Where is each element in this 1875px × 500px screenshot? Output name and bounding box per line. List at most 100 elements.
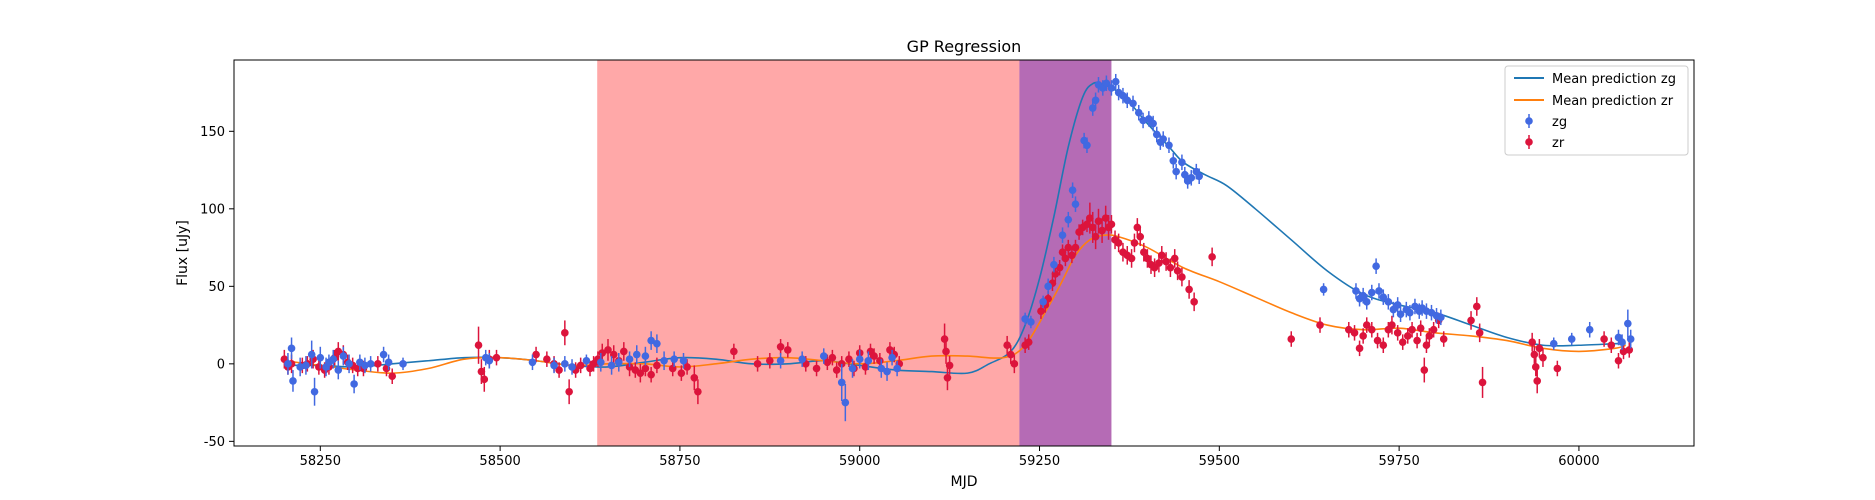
marker <box>1530 350 1539 359</box>
point-zg-62 <box>1088 100 1097 116</box>
point-zg-26 <box>568 359 576 375</box>
legend-label-zg: zg <box>1552 115 1567 130</box>
point-zr-89 <box>1064 239 1073 256</box>
marker <box>1130 239 1139 247</box>
marker <box>870 352 878 360</box>
marker <box>942 347 950 356</box>
point-zr-36 <box>604 339 612 361</box>
marker <box>677 369 686 377</box>
y-axis-ticks: -50 0 50 100 150 <box>200 125 234 450</box>
marker <box>864 356 873 365</box>
y-tick-label--50: -50 <box>204 435 225 450</box>
point-zr-52 <box>753 356 762 372</box>
marker <box>1352 287 1360 295</box>
point-zg-6 <box>310 377 319 406</box>
y-tick-label-0: 0 <box>217 357 225 372</box>
y-axis-label: Flux [uJy] <box>175 220 191 286</box>
point-zg-28 <box>596 352 605 372</box>
marker <box>1373 336 1382 345</box>
y-tick-label-150: 150 <box>200 125 225 140</box>
marker <box>1039 298 1047 306</box>
point-zr-25 <box>543 351 551 367</box>
point-zg-54 <box>1044 278 1052 295</box>
point-zr-154 <box>1530 345 1539 364</box>
point-zg-4 <box>302 356 310 375</box>
point-zg-83 <box>1178 154 1186 171</box>
point-zr-57 <box>812 360 821 377</box>
point-zg-51 <box>1021 312 1029 326</box>
point-zr-21 <box>480 366 489 392</box>
marker <box>1475 329 1484 337</box>
point-zg-35 <box>653 334 661 353</box>
marker <box>1600 335 1608 343</box>
marker <box>1088 223 1097 232</box>
point-zr-54 <box>776 339 785 355</box>
data-points <box>280 73 1635 422</box>
marker <box>1068 251 1076 260</box>
point-zg-113 <box>1585 321 1594 338</box>
marker <box>477 367 486 376</box>
point-zg-79 <box>1159 131 1168 147</box>
point-zg-33 <box>641 346 650 366</box>
marker <box>653 339 661 348</box>
point-zr-151 <box>1475 323 1484 343</box>
marker <box>565 387 573 396</box>
marker <box>1006 350 1015 359</box>
marker <box>1086 214 1094 222</box>
point-zg-57 <box>1064 211 1073 228</box>
marker <box>1127 254 1136 263</box>
legend-marker <box>1525 138 1533 146</box>
marker <box>1567 335 1576 343</box>
point-zr-117 <box>1162 252 1170 271</box>
marker <box>876 356 884 365</box>
marker <box>1403 332 1412 340</box>
marker <box>653 361 661 370</box>
point-zr-110 <box>1136 227 1145 247</box>
marker <box>345 360 353 368</box>
point-zr-16 <box>374 356 382 372</box>
point-zg-73 <box>1134 104 1143 121</box>
point-zg-72 <box>1129 95 1137 112</box>
marker <box>1159 135 1168 143</box>
point-zg-19 <box>384 354 393 371</box>
point-zg-41 <box>819 348 828 364</box>
point-zg-31 <box>625 351 634 367</box>
point-zg-49 <box>888 349 896 366</box>
marker <box>1408 325 1416 334</box>
point-zr-53 <box>766 352 774 369</box>
marker <box>1133 223 1142 232</box>
point-zg-22 <box>485 352 494 369</box>
point-zg-47 <box>877 359 886 378</box>
point-zr-18 <box>388 368 397 384</box>
point-zr-137 <box>1393 325 1402 341</box>
marker <box>1162 257 1170 266</box>
point-zr-136 <box>1388 315 1396 335</box>
marker <box>1398 338 1407 346</box>
marker <box>334 366 343 374</box>
point-zr-160 <box>1600 331 1608 347</box>
point-zg-77 <box>1152 126 1161 143</box>
marker <box>647 370 655 379</box>
point-zr-122 <box>1185 280 1193 299</box>
point-zg-71 <box>1123 92 1132 109</box>
point-zr-67 <box>870 348 878 364</box>
marker <box>1185 285 1193 294</box>
marker <box>828 353 837 362</box>
marker <box>753 360 762 368</box>
marker <box>1533 377 1542 385</box>
marker <box>596 358 605 367</box>
marker <box>1102 79 1111 88</box>
point-zr-157 <box>1535 339 1544 358</box>
marker <box>660 356 668 365</box>
point-zg-96 <box>1375 283 1383 299</box>
marker <box>1625 346 1634 354</box>
marker <box>1367 288 1376 297</box>
point-zr-134 <box>1379 337 1388 353</box>
point-zg-0 <box>284 352 292 375</box>
marker <box>940 335 949 343</box>
marker <box>641 352 650 360</box>
point-zg-25 <box>561 356 569 372</box>
point-zr-59 <box>828 349 837 366</box>
marker <box>776 356 785 365</box>
marker <box>1316 321 1324 329</box>
